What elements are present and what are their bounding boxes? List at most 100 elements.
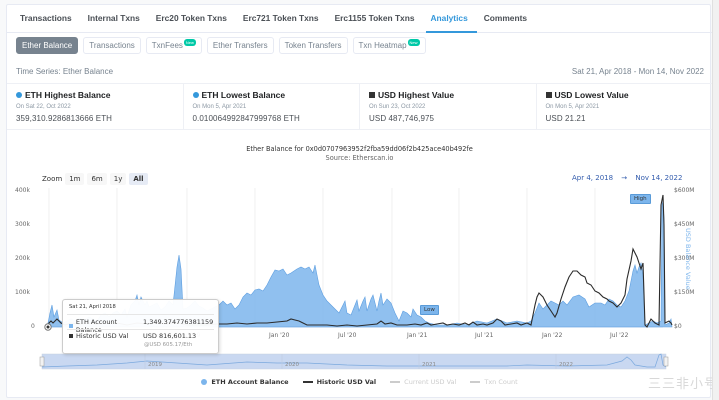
navigator-handle-right[interactable] (663, 356, 669, 367)
analytics-card: Transactions Internal Txns Erc20 Token T… (6, 4, 712, 398)
stat-value: 359,310.9286813666 ETH (16, 114, 113, 123)
stat-date: On Sat 22, Oct 2022 (16, 104, 71, 110)
tab-erc20-token-txns[interactable]: Erc20 Token Txns (155, 13, 227, 23)
subtab-txnfees[interactable]: TxnFees New (145, 37, 202, 54)
subtab-token-transfers[interactable]: Token Transfers (278, 37, 348, 54)
chart-title: Ether Balance for 0x0d0707963952f2fba59d… (246, 145, 473, 153)
tab-bar: Transactions Internal Txns Erc20 Token T… (7, 5, 712, 33)
range-from[interactable]: Apr 4, 2018 (572, 174, 614, 182)
zoom-6m-button[interactable]: 6m (87, 173, 107, 185)
date-range-selector[interactable]: Apr 4, 2018 → Nov 14, 2022 (572, 174, 682, 182)
navigator-tick: 2021 (422, 362, 436, 368)
stat-eth-highest: ETH Highest Balance On Sat 22, Oct 2022 … (7, 84, 184, 129)
tooltip-row-usd: Historic USD Val USD 816,601.13 (69, 332, 214, 340)
stat-value: USD 21.21 (545, 114, 586, 123)
x-tick: Jan '20 (269, 332, 290, 339)
navigator-tick: 2022 (559, 362, 573, 368)
zoom-label: Zoom (42, 175, 63, 183)
tab-erc721-token-txns[interactable]: Erc721 Token Txns (242, 13, 319, 23)
subtab-ether-balance[interactable]: Ether Balance (16, 37, 79, 54)
legend-line-icon (390, 381, 401, 383)
black-square-icon (369, 92, 375, 98)
y-tick-right: $450M (674, 221, 695, 228)
tooltip-label: ETH Account Balance (75, 318, 118, 334)
chart-tooltip: Sat 21, April 2018 ETH Account Balance 1… (62, 299, 219, 354)
subtab-label: Ether Balance (22, 41, 73, 50)
low-flag: Low (420, 305, 439, 315)
tab-transactions[interactable]: Transactions (20, 13, 72, 23)
tooltip-row-eth: ETH Account Balance 1,349.374776381159 (69, 318, 214, 334)
page-scrollbar[interactable] (712, 0, 719, 400)
tab-erc1155-token-txns[interactable]: Erc1155 Token Txns (334, 13, 415, 23)
y-tick-left: 200k (15, 255, 30, 262)
legend-historic-usd-val[interactable]: Historic USD Val (302, 378, 377, 386)
blue-dot-icon (16, 92, 22, 98)
tooltip-label: Historic USD Val (76, 332, 129, 340)
legend-current-usd-val[interactable]: Current USD Val (390, 378, 456, 386)
legend-label: Historic USD Val (316, 378, 377, 386)
tab-internal-txns[interactable]: Internal Txns (87, 13, 140, 23)
subtab-label: Txn Heatmap (358, 41, 407, 50)
legend-line-icon (302, 381, 313, 383)
subtab-label: TxnFees (151, 41, 183, 50)
zoom-1y-button[interactable]: 1y (109, 173, 127, 185)
y-tick-left: 400k (15, 187, 30, 194)
usd-series-icon (69, 334, 73, 338)
navigator-tick: 2019 (148, 362, 162, 368)
stat-usd-highest: USD Highest Value On Sun 23, Oct 2022 US… (360, 84, 537, 129)
stat-date: On Mon 5, Apr 2021 (192, 104, 247, 110)
tab-comments[interactable]: Comments (483, 13, 528, 23)
blue-dot-icon (192, 92, 199, 98)
tooltip-value: USD 816,601.13 (143, 332, 197, 340)
stat-date: On Sun 23, Oct 2022 (369, 104, 426, 110)
stat-label: USD Lowest Value (554, 90, 629, 100)
eth-series-icon (69, 324, 73, 328)
zoom-all-button[interactable]: All (129, 173, 148, 185)
x-tick: Jul '22 (610, 332, 629, 339)
subtab-transactions[interactable]: Transactions (83, 37, 141, 54)
analytics-subtabs: Ether Balance Transactions TxnFees New Et… (16, 37, 426, 54)
black-square-icon (545, 92, 552, 98)
navigator-tick: 2020 (285, 362, 299, 368)
timeseries-range: Sat 21, Apr 2018 - Mon 14, Nov 2022 (571, 67, 704, 76)
subtab-txn-heatmap[interactable]: Txn Heatmap New (352, 37, 426, 54)
watermark: 三三非小号 (648, 377, 719, 392)
stat-label: USD Highest Value (378, 90, 455, 100)
legend-label: ETH Account Balance (211, 378, 289, 386)
x-tick: Jul '20 (338, 332, 357, 339)
legend-label: Current USD Val (404, 378, 457, 386)
tab-analytics[interactable]: Analytics (425, 5, 477, 33)
subtab-ether-transfers[interactable]: Ether Transfers (206, 37, 274, 54)
y-tick-left: 100k (15, 289, 30, 296)
legend-eth-account-balance[interactable]: ETH Account Balance (201, 378, 289, 386)
stat-date: On Mon 5, Apr 2021 (545, 104, 600, 110)
tooltip-value: 1,349.374776381159 (143, 318, 214, 326)
legend-dot-icon (201, 379, 208, 385)
zoom-controls: Zoom 1m 6m 1y All (42, 173, 148, 185)
legend-label: Txn Count (484, 378, 518, 386)
stat-label: ETH Highest Balance (25, 90, 111, 100)
timeseries-title: Time Series: Ether Balance (16, 67, 114, 76)
legend-txn-count[interactable]: Txn Count (470, 378, 518, 386)
x-tick: Jan '22 (542, 332, 563, 339)
range-arrow: → (621, 174, 628, 182)
y-tick-right: $300M (674, 255, 695, 262)
y-tick-left: 0 (31, 323, 35, 330)
y-tick-right: $0 (674, 323, 682, 330)
range-to[interactable]: Nov 14, 2022 (635, 174, 683, 182)
stat-eth-lowest: ETH Lowest Balance On Mon 5, Apr 2021 0.… (184, 84, 360, 129)
stat-value: 0.010064992847999768 ETH (192, 114, 300, 123)
y-tick-right: $150M (674, 289, 695, 296)
stat-value: USD 487,746,975 (369, 114, 435, 123)
zoom-1m-button[interactable]: 1m (65, 173, 85, 185)
stats-row: ETH Highest Balance On Sat 22, Oct 2022 … (7, 83, 712, 130)
tooltip-date: Sat 21, April 2018 (69, 304, 116, 310)
stat-usd-lowest: USD Lowest Value On Mon 5, Apr 2021 USD … (537, 84, 713, 129)
navigator-handle-left[interactable] (39, 356, 45, 367)
tooltip-rate: @USD 605.17/Eth (144, 342, 193, 348)
stat-label: ETH Lowest Balance (201, 90, 286, 100)
x-tick: Jul '21 (475, 332, 494, 339)
subtab-label: Token Transfers (284, 41, 342, 50)
subtab-label: Ether Transfers (212, 41, 268, 50)
subtab-label: Transactions (89, 41, 135, 50)
